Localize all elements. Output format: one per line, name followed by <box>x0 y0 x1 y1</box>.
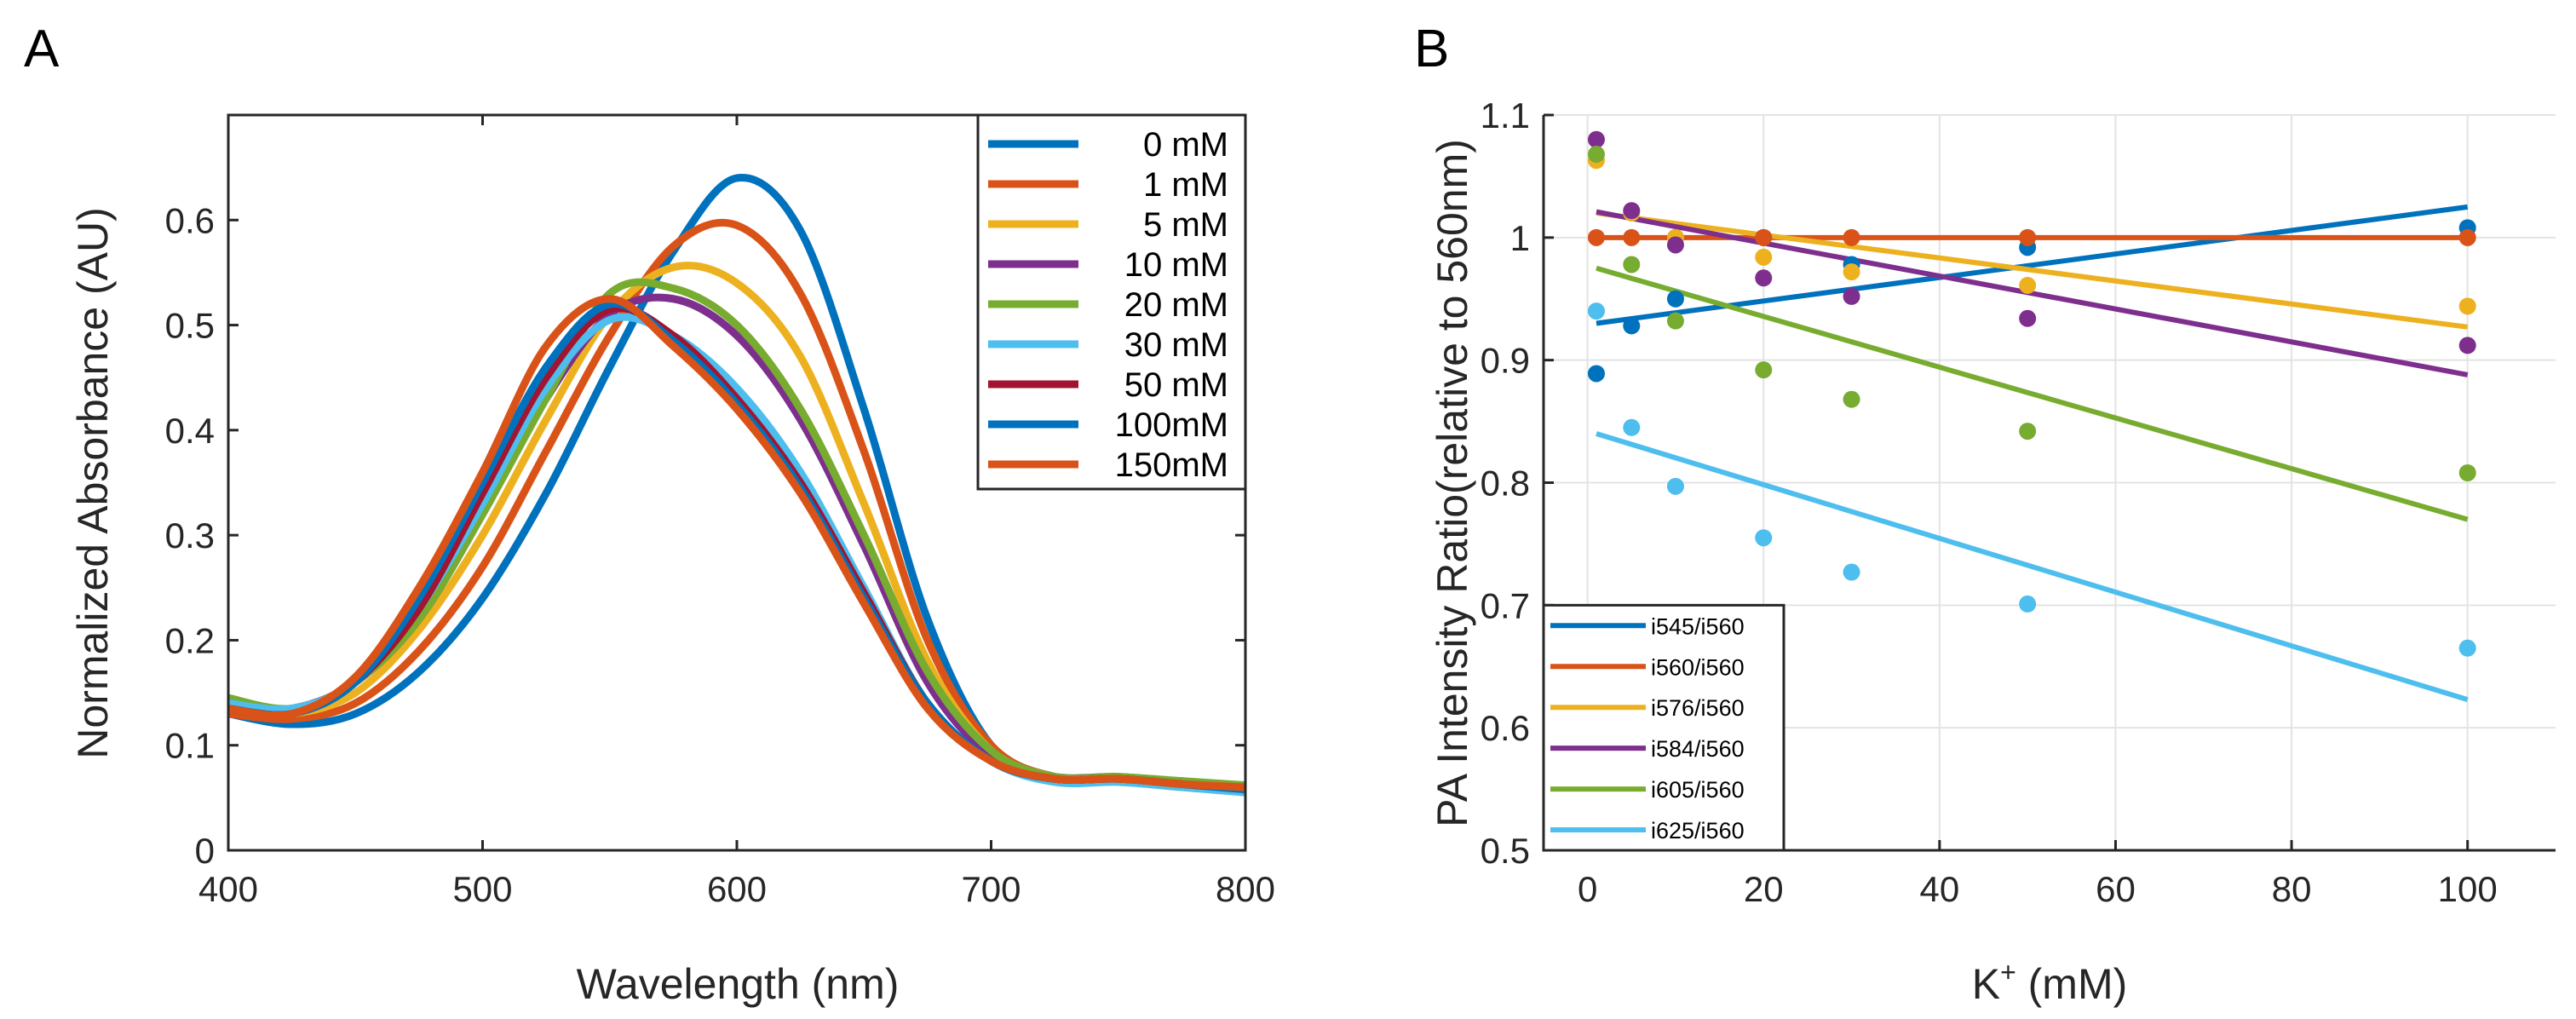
y-tick-label: 0.9 <box>1481 341 1530 381</box>
y-tick-label: 0.1 <box>165 726 215 766</box>
x-tick-label: 100 <box>2438 869 2498 909</box>
data-point-3 <box>1666 236 1684 254</box>
data-point-3 <box>1623 202 1641 220</box>
legend-label-2: 5 mM <box>1143 206 1228 244</box>
data-point-0 <box>1623 317 1641 335</box>
fit-line-5 <box>1596 431 2469 702</box>
y-tick-label: 0.4 <box>165 411 215 451</box>
data-point-1 <box>1755 228 1773 246</box>
x-tick-label: 40 <box>1920 869 1960 909</box>
y-tick-label: 0.5 <box>165 306 215 346</box>
legend-label-3: i584/i560 <box>1651 736 1745 762</box>
y-tick-label: 0.6 <box>165 200 215 240</box>
data-point-5 <box>1623 418 1641 436</box>
data-point-1 <box>1623 228 1641 246</box>
data-point-3 <box>1755 269 1773 287</box>
data-point-4 <box>2458 463 2476 481</box>
data-point-3 <box>1843 287 1860 305</box>
y-tick-label: 0.5 <box>1481 831 1530 871</box>
data-point-1 <box>2019 228 2037 246</box>
x-tick-label: 20 <box>1744 869 1784 909</box>
x-tick-label: 700 <box>961 869 1021 909</box>
legend-label-2: i576/i560 <box>1651 695 1745 721</box>
data-point-3 <box>2019 309 2037 327</box>
legend-label-8: 150mM <box>1115 446 1228 484</box>
legend-label-5: i625/i560 <box>1651 818 1745 843</box>
y-tick-label: 0.6 <box>1481 708 1530 748</box>
y-tick-label: 0.7 <box>1481 585 1530 625</box>
panel-b-xlabel-sup: + <box>2000 957 2016 987</box>
data-point-2 <box>2458 297 2476 315</box>
legend-label-4: i605/i560 <box>1651 777 1745 803</box>
panel-b-label: B <box>1414 20 1449 78</box>
data-point-4 <box>2019 423 2037 440</box>
data-point-4 <box>1755 361 1773 379</box>
legend-label-7: 100mM <box>1115 406 1228 444</box>
data-point-3 <box>2458 337 2476 354</box>
panel-b-xlabel-k: K <box>1972 960 2000 1008</box>
fit-line-2 <box>1596 210 2469 330</box>
data-point-1 <box>2458 228 2476 246</box>
panel-a-ylabel: Normalized Absorbance (AU) <box>69 207 117 759</box>
panel-a-label: A <box>24 20 60 78</box>
legend-label-6: 50 mM <box>1124 366 1228 404</box>
legend-label-3: 10 mM <box>1124 246 1228 284</box>
panel-b-ylabel: PA Intensity Ratio(relative to 560nm) <box>1429 139 1476 827</box>
legend-box <box>1542 603 1785 852</box>
data-point-5 <box>1587 302 1605 320</box>
data-point-3 <box>1587 130 1605 148</box>
data-point-4 <box>1843 390 1860 408</box>
data-point-4 <box>1666 312 1684 330</box>
legend-label-0: i545/i560 <box>1651 613 1745 639</box>
data-point-1 <box>1843 228 1860 246</box>
panel-a: A Wavelength (nm) Normalized Absorbance … <box>24 20 1275 1008</box>
fit-line-0 <box>1596 204 2469 326</box>
data-point-5 <box>1666 477 1684 495</box>
data-point-5 <box>1755 529 1773 547</box>
x-tick-label: 800 <box>1216 869 1275 909</box>
data-point-5 <box>1843 563 1860 581</box>
spectrum-line-8 <box>227 295 1246 792</box>
x-tick-label: 0 <box>1578 869 1597 909</box>
data-point-0 <box>1666 290 1684 308</box>
legend-label-1: i560/i560 <box>1651 654 1745 680</box>
data-point-4 <box>1587 146 1605 164</box>
y-tick-label: 0.8 <box>1481 463 1530 504</box>
panel-b-xlabel: K+ (mM) <box>1972 957 2128 1008</box>
panel-b-xlabel-unit: (mM) <box>2016 960 2128 1008</box>
legend-label-4: 20 mM <box>1124 286 1228 324</box>
data-point-5 <box>2458 639 2476 657</box>
x-tick-label: 600 <box>707 869 767 909</box>
data-point-1 <box>1587 228 1605 246</box>
data-point-2 <box>1755 248 1773 266</box>
x-tick-label: 60 <box>2096 869 2136 909</box>
x-tick-label: 400 <box>198 869 258 909</box>
data-point-2 <box>1843 263 1860 281</box>
y-tick-label: 0.2 <box>165 620 215 660</box>
x-tick-label: 80 <box>2272 869 2312 909</box>
fit-line-4 <box>1596 265 2469 522</box>
panel-a-xlabel: Wavelength (nm) <box>577 960 900 1008</box>
panel-b: B K+ (mM) PA Intensity Ratio(relative to… <box>1414 20 2556 1008</box>
x-tick-label: 500 <box>452 869 512 909</box>
y-tick-label: 0 <box>195 831 215 871</box>
fit-line-3 <box>1596 209 2469 377</box>
y-tick-label: 0.3 <box>165 515 215 556</box>
legend-label-1: 1 mM <box>1143 166 1228 204</box>
data-point-2 <box>2019 276 2037 294</box>
y-tick-label: 1.1 <box>1481 95 1530 135</box>
data-point-0 <box>1587 365 1605 383</box>
data-point-4 <box>1623 256 1641 273</box>
legend-label-5: 30 mM <box>1124 326 1228 364</box>
legend-label-0: 0 mM <box>1143 126 1228 164</box>
y-tick-label: 1 <box>1510 218 1530 258</box>
data-point-5 <box>2019 595 2037 613</box>
